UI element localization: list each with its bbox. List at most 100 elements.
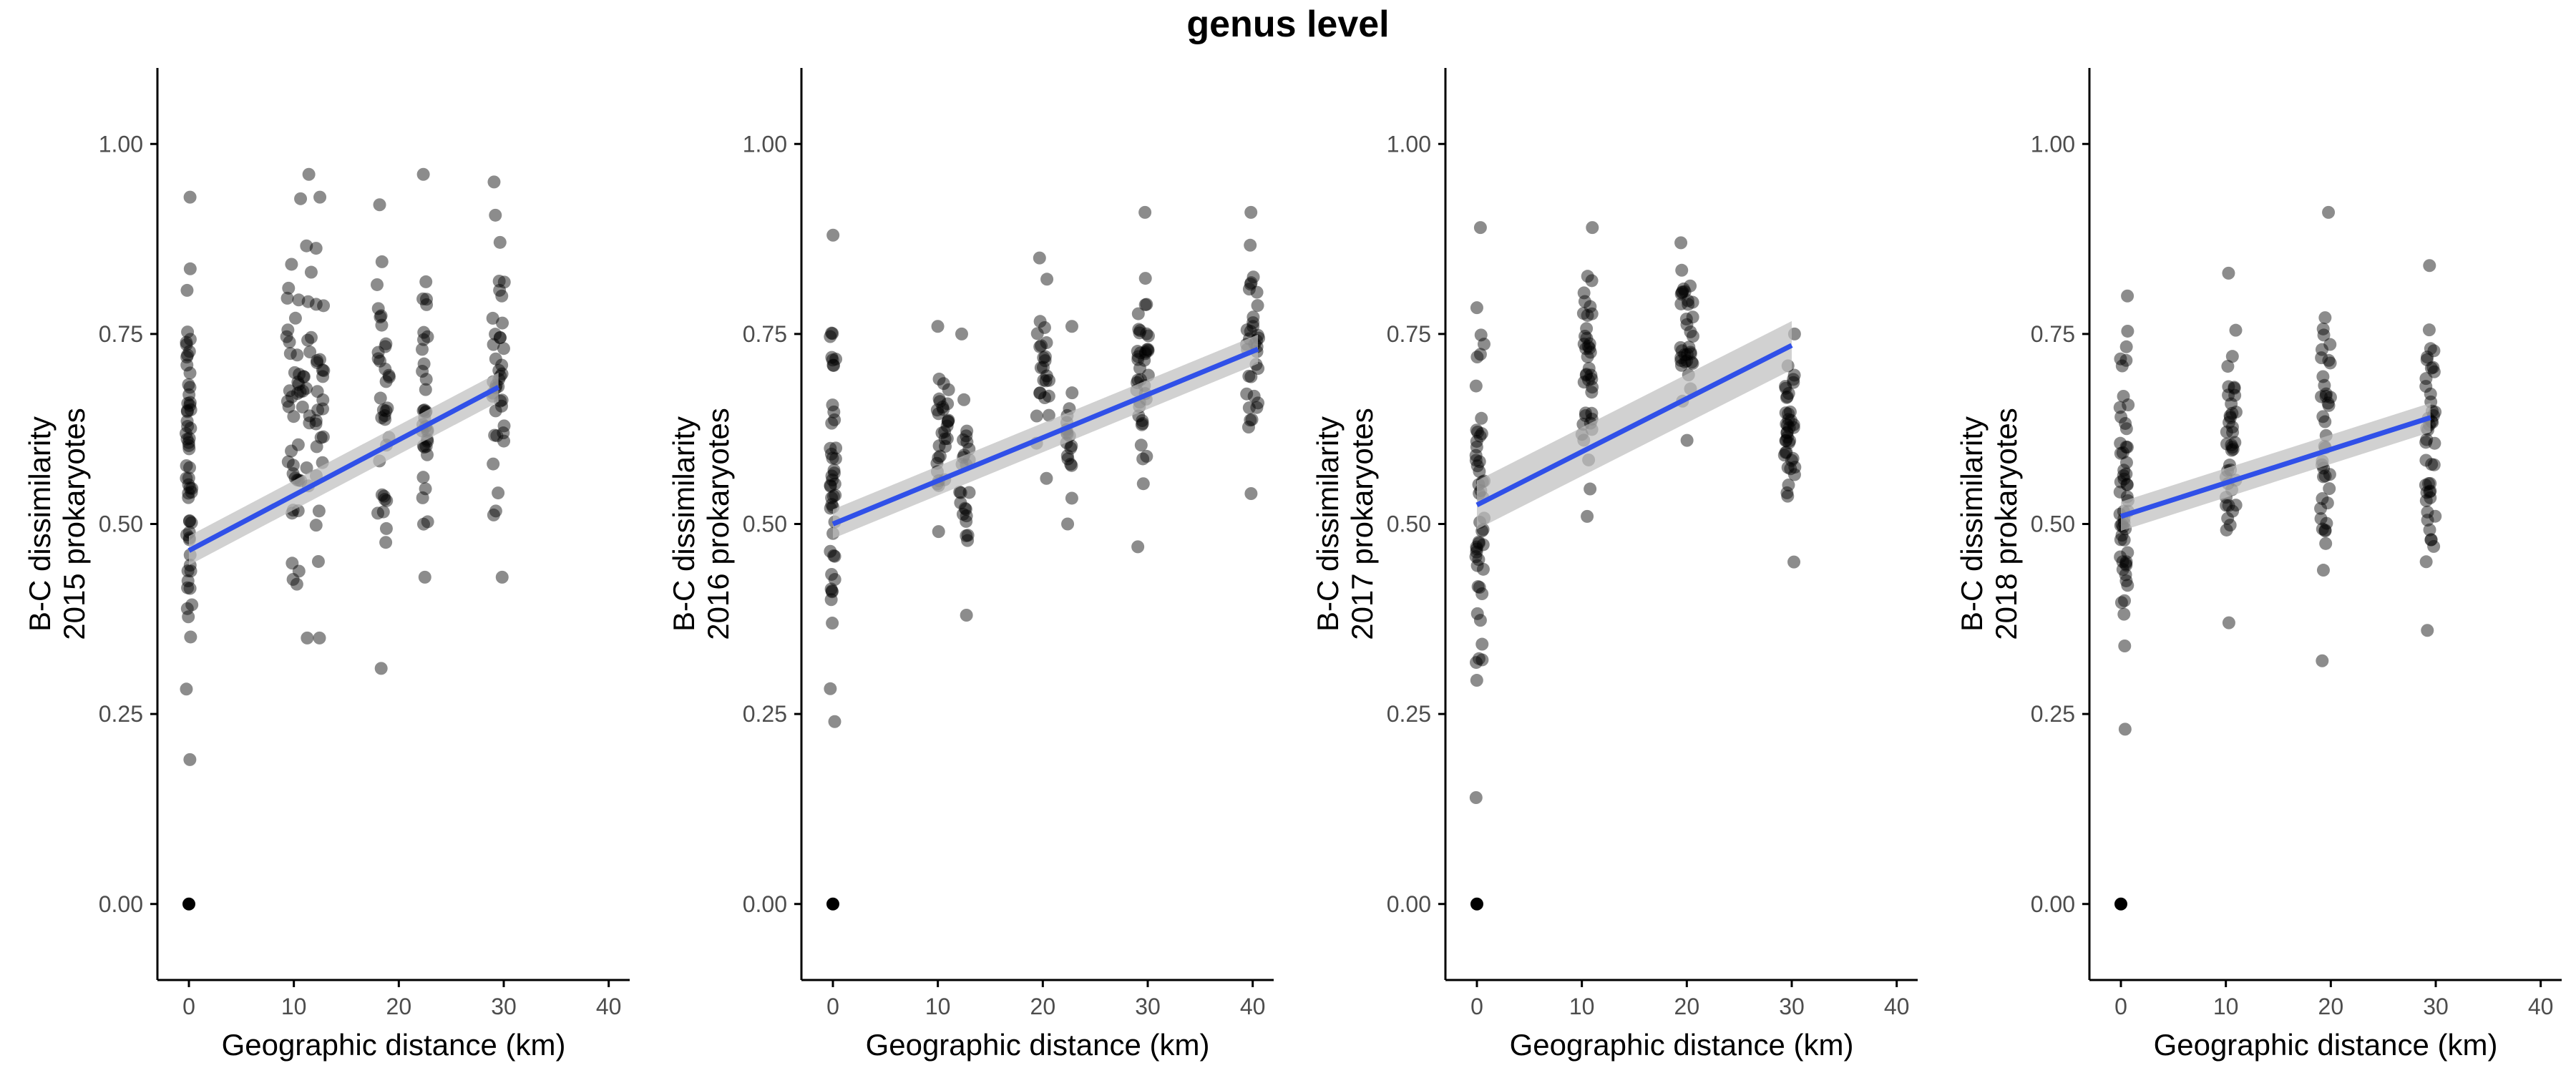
y-tick-label: 0.50	[743, 511, 787, 537]
data-point	[2424, 533, 2438, 547]
data-point	[1242, 401, 1256, 415]
data-point	[310, 440, 323, 454]
data-point	[1579, 409, 1592, 423]
data-point	[2318, 415, 2332, 428]
data-point	[182, 345, 196, 358]
data-point	[282, 400, 296, 413]
data-point	[1674, 354, 1688, 368]
data-point	[2419, 380, 2433, 393]
data-point	[497, 275, 511, 289]
data-point	[415, 343, 429, 356]
data-point	[932, 451, 945, 464]
data-point	[2319, 389, 2333, 403]
data-point	[288, 311, 302, 325]
data-point	[376, 505, 390, 519]
data-point	[1585, 386, 1599, 399]
regression-line	[187, 385, 500, 553]
data-point	[2323, 482, 2336, 496]
data-point	[1780, 391, 1793, 404]
data-point	[1576, 307, 1590, 320]
data-point	[1584, 482, 1597, 496]
data-point	[1252, 362, 1265, 376]
data-point	[1133, 326, 1146, 340]
data-point	[1134, 438, 1148, 452]
data-point	[181, 581, 195, 594]
data-point	[182, 471, 195, 485]
data-point	[2419, 479, 2432, 492]
data-point	[2119, 558, 2133, 572]
data-point	[1786, 451, 1800, 465]
data-point	[1470, 434, 1483, 448]
data-point	[824, 447, 838, 461]
y-tick-label: 0.75	[99, 321, 143, 347]
data-point	[2121, 324, 2135, 338]
data-point	[497, 342, 510, 356]
data-point	[1252, 396, 1265, 410]
data-point	[1577, 286, 1591, 300]
data-point	[1470, 674, 1483, 687]
data-point	[180, 335, 193, 349]
data-point	[2318, 469, 2332, 483]
data-point	[493, 330, 507, 344]
data-point	[941, 397, 955, 411]
data-point	[1065, 386, 1079, 400]
data-point	[313, 190, 327, 204]
data-point	[1138, 353, 1151, 367]
data-point	[826, 327, 839, 340]
data-point	[942, 383, 955, 396]
scatter-panel-2: 0.00 0.25 0.50 0.75 1.00 0 10 20 30 40 Geographic …	[667, 68, 1274, 1062]
data-point	[1780, 417, 1793, 431]
data-point	[1040, 336, 1053, 350]
data-point	[297, 370, 311, 383]
data-point	[376, 403, 390, 417]
x-tick-label: 40	[1884, 994, 1910, 1019]
data-point	[291, 348, 304, 362]
data-point	[1586, 381, 1599, 394]
data-point	[2115, 359, 2129, 373]
data-point	[826, 473, 839, 486]
data-point	[487, 508, 500, 521]
data-point	[184, 403, 197, 416]
data-point	[1242, 369, 1256, 383]
data-point	[1141, 343, 1154, 356]
data-point	[1469, 550, 1483, 564]
data-point	[2425, 458, 2439, 471]
data-point	[1470, 607, 1484, 620]
data-point	[932, 407, 945, 421]
data-point	[280, 394, 294, 408]
data-point	[1132, 323, 1146, 336]
data-point	[2323, 338, 2337, 351]
x-tick-label: 30	[1779, 994, 1805, 1019]
data-point	[828, 477, 841, 491]
data-point	[2223, 409, 2237, 423]
data-point	[184, 421, 197, 435]
data-point	[311, 356, 324, 369]
data-point	[1780, 430, 1794, 444]
data-point	[2421, 476, 2435, 490]
data-point	[1469, 454, 1483, 467]
data-point	[379, 337, 393, 351]
data-point	[1581, 509, 1594, 523]
data-point	[1064, 441, 1078, 455]
data-point	[825, 469, 839, 483]
data-point	[1782, 407, 1795, 421]
data-point	[494, 399, 508, 413]
data-point	[2116, 446, 2129, 459]
y-tick-label: 0.25	[99, 701, 143, 727]
data-point	[1674, 236, 1688, 250]
data-point	[1471, 580, 1485, 594]
data-point	[1038, 320, 1051, 334]
data-point	[1136, 417, 1149, 431]
data-point	[2419, 436, 2433, 449]
data-point	[183, 481, 197, 495]
y-tick-label: 1.00	[2031, 131, 2075, 157]
data-point	[1244, 487, 1258, 500]
data-point	[2316, 410, 2330, 423]
data-point	[1477, 338, 1491, 351]
data-point	[2119, 568, 2132, 582]
data-point	[1470, 301, 1483, 315]
data-point	[1784, 462, 1797, 476]
data-point	[1138, 205, 1152, 219]
data-point	[1679, 313, 1693, 326]
data-point	[1470, 542, 1483, 556]
